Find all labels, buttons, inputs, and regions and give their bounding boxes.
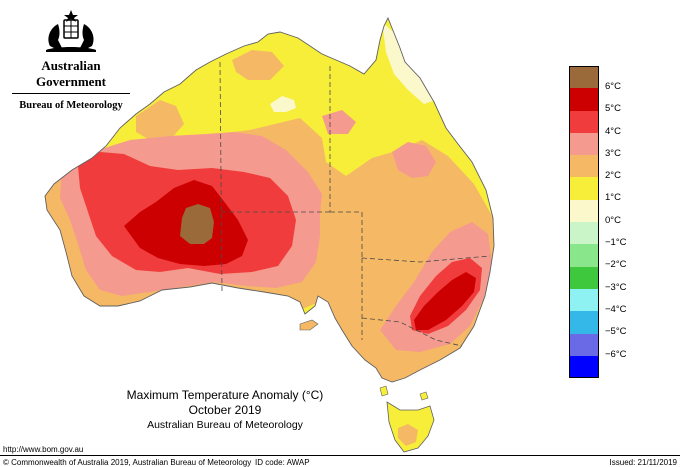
legend-item: −3°C	[569, 266, 649, 293]
legend-item: 6°C	[569, 66, 649, 92]
map-title: Maximum Temperature Anomaly (°C)	[126, 388, 324, 402]
map-organisation: Australian Bureau of Meteorology	[147, 419, 303, 431]
legend-label: 6°C	[605, 81, 621, 92]
border-nsw-vic	[361, 317, 463, 347]
legend-item: −1°C	[569, 222, 649, 248]
band-2c-north	[232, 50, 284, 80]
tasmania-3c-patch	[398, 424, 418, 446]
legend-label: 4°C	[605, 125, 621, 137]
government-divider	[12, 93, 130, 94]
tasmania	[379, 385, 435, 453]
flinders-island	[419, 391, 429, 401]
coat-of-arms-icon	[46, 10, 96, 52]
state-borders	[219, 61, 491, 347]
border-sa-qld	[330, 211, 363, 258]
map-period: October 2019	[188, 403, 262, 417]
legend-swatch	[569, 311, 599, 334]
legend-label: 0°C	[605, 214, 621, 226]
legend-label: −2°C	[605, 259, 627, 271]
australia-mainland	[44, 16, 495, 383]
legend-swatch	[569, 244, 599, 267]
government-title: Australian Government	[35, 58, 107, 89]
band-5c-southeast	[414, 272, 476, 330]
legend-swatch	[569, 88, 599, 111]
legend-swatch	[569, 355, 599, 379]
legend-label: 2°C	[605, 170, 621, 182]
legend-label: −3°C	[605, 281, 627, 293]
border-wa	[219, 61, 223, 293]
legend-item	[569, 355, 649, 379]
legend-label: −6°C	[605, 348, 627, 360]
legend-item: 4°C	[569, 110, 649, 137]
footer-copyright: © Commonwealth of Australia 2019, Austra…	[3, 458, 252, 467]
footer-issued-date: Issued: 21/11/2019	[609, 458, 677, 467]
legend-item: 1°C	[569, 177, 649, 203]
legend-swatch	[569, 266, 599, 289]
legend-swatch	[569, 288, 599, 312]
legend-item: 5°C	[569, 88, 649, 114]
legend-swatch	[569, 222, 599, 245]
band-3c-north-spot	[322, 110, 356, 134]
band-6c-centre	[180, 204, 214, 244]
legend-swatch	[569, 132, 599, 156]
legend-item: 0°C	[569, 199, 649, 226]
legend-swatch	[569, 110, 599, 133]
mainland-outline	[44, 16, 495, 383]
band-1c-spot	[270, 96, 296, 112]
kangaroo-island	[299, 319, 319, 331]
legend-label: −4°C	[605, 303, 627, 315]
legend-label: 1°C	[605, 192, 621, 204]
legend-swatch	[569, 333, 599, 356]
bureau-title: Bureau of Meteorology	[19, 100, 123, 111]
footer-url[interactable]: http://www.bom.gov.au	[3, 445, 84, 454]
legend-swatch	[569, 199, 599, 223]
band-3c-northeast	[392, 142, 436, 178]
footer-divider	[0, 455, 680, 456]
legend-item: −6°C	[569, 333, 649, 360]
legend-item: −2°C	[569, 244, 649, 270]
government-branding: Australian Government Bureau of Meteorol…	[8, 6, 134, 111]
legend-label: 5°C	[605, 103, 621, 115]
map-caption: Maximum Temperature Anomaly (°C) October…	[100, 388, 350, 432]
legend-item: −4°C	[569, 288, 649, 315]
legend-swatch	[569, 66, 599, 89]
legend-item: 2°C	[569, 155, 649, 181]
legend-label: −5°C	[605, 326, 627, 338]
legend-label: 3°C	[605, 147, 621, 159]
band-2c-kimberley	[136, 100, 184, 140]
legend-swatch	[569, 177, 599, 200]
footer-id-code: ID code: AWAP	[255, 458, 310, 467]
legend: 6°C 5°C 4°C 3°C 2°C 1°C 0°C −1°C −2°C −3°C −4°C −5°…	[569, 66, 649, 379]
king-island	[379, 385, 389, 397]
legend-label: −1°C	[605, 237, 627, 249]
border-qld-nsw	[361, 255, 491, 263]
legend-swatch	[569, 155, 599, 178]
legend-item: 3°C	[569, 132, 649, 159]
legend-item: −5°C	[569, 311, 649, 337]
